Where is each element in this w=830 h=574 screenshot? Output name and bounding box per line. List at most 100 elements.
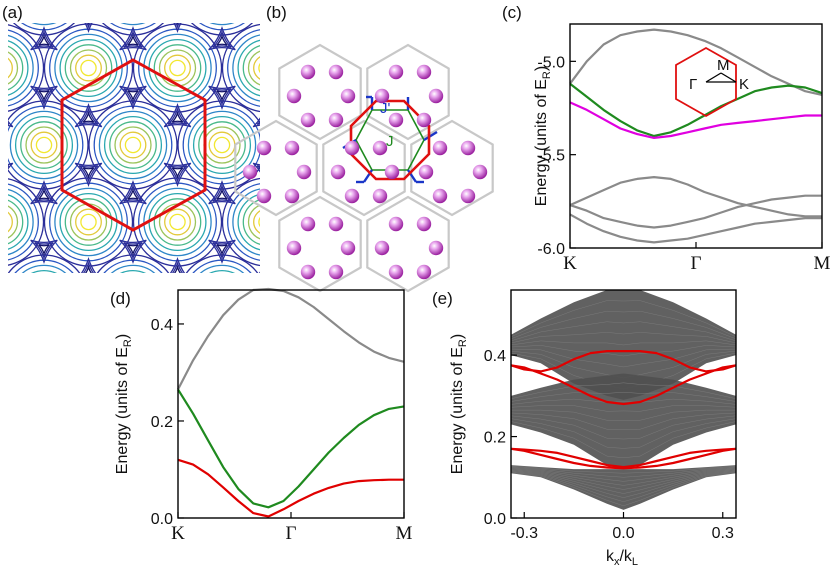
contour-ring — [8, 205, 19, 239]
bulk-band-line — [510, 421, 737, 458]
bulk-band-line — [510, 405, 737, 412]
x-tick-label: -0.3 — [510, 525, 538, 542]
panel-e-y-axis-label: Energy (units of ER) — [449, 334, 469, 474]
atom — [416, 64, 432, 80]
contour-minimum-loop — [302, 89, 321, 104]
atom — [300, 64, 316, 80]
contour-ring — [119, 131, 147, 159]
contour-minimum-loop — [78, 164, 99, 183]
band-line-0 — [569, 28, 823, 96]
contour-minimum-loop — [169, 257, 186, 273]
atom — [388, 216, 404, 232]
contour-ring — [187, 110, 257, 180]
contour-minimum-loop — [261, 168, 272, 177]
contour-ring — [288, 276, 334, 322]
contour-minimum-loop — [346, 166, 365, 181]
contour-minimum-loop — [30, 85, 58, 110]
atom — [460, 140, 476, 156]
y-tick-label: 0.4 — [151, 317, 173, 334]
contour-ring — [227, 29, 260, 107]
contour-ring — [31, 286, 57, 312]
contour-minimum-loop — [342, 317, 369, 339]
contour-ring — [115, 0, 151, 9]
atom — [388, 112, 404, 128]
atom — [374, 88, 390, 104]
contour-ring — [26, 281, 62, 317]
contour-ring — [120, 0, 146, 4]
contour-minimum-loop — [0, 168, 5, 177]
contour-minimum-loop — [350, 14, 361, 23]
bulk-band-line — [510, 398, 737, 405]
contour-ring — [8, 34, 34, 102]
contour-ring — [21, 276, 67, 322]
contour-minimum-loop — [38, 188, 50, 200]
contour-ring — [198, 121, 246, 169]
contour-minimum-loop — [78, 107, 99, 126]
panel-a-contour-plot — [0, 0, 369, 339]
bulk-band-line — [510, 340, 737, 346]
contour-minimum-loop — [212, 87, 232, 106]
unit-cell-hexagon — [322, 119, 406, 217]
bulk-band-line — [510, 469, 737, 494]
atoms — [242, 64, 488, 280]
contour-ring — [232, 34, 260, 102]
contour-minimum-loop — [167, 107, 188, 126]
contour-ring — [8, 188, 34, 256]
inset-label-gamma: Γ — [689, 76, 697, 93]
unit-cell-hexagons — [234, 43, 494, 293]
contour-ring — [209, 269, 235, 273]
brillouin-hexagon-a — [60, 58, 207, 232]
panel-label-d: (d) — [110, 289, 131, 308]
contour-minimum-loop — [83, 322, 94, 331]
panel-e-x-ticks: -0.3 0.0 0.3 — [510, 512, 734, 542]
contour-minimum-loop — [302, 32, 321, 47]
contour-minimum-loop — [127, 34, 139, 46]
contour-minimum-loop — [216, 90, 228, 102]
contour-ring — [227, 183, 260, 261]
contour-ring — [20, 121, 68, 169]
contour-minimum-loop — [119, 26, 147, 51]
inset-hexagon — [675, 46, 737, 118]
atom — [328, 216, 344, 232]
y-tick-label: 0.0 — [151, 511, 173, 528]
panel-d-y-ticks: 0.4 0.2 0.0 — [151, 317, 184, 528]
panel-e-y-ticks: 0.4 0.2 0.0 — [484, 348, 517, 528]
contour-ring — [110, 264, 156, 273]
y-tick-label: 0.4 — [484, 348, 506, 365]
band-line-2 — [510, 447, 737, 469]
band-line-2 — [569, 101, 822, 139]
contour-minimum-loop — [346, 12, 365, 27]
contour-minimum-loop — [82, 111, 95, 123]
x-tick-label: Γ — [286, 523, 297, 544]
bulk-band-line — [510, 300, 737, 338]
band-line-3 — [510, 447, 737, 470]
contour-ring — [283, 271, 340, 328]
contour-minimum-loop — [38, 244, 50, 256]
atom — [300, 216, 316, 232]
contour-minimum-loop — [167, 164, 188, 183]
contour-ring — [214, 291, 229, 306]
contour-ring — [221, 177, 260, 267]
contour-minimum-loop — [0, 320, 9, 335]
atom — [286, 240, 302, 256]
bulk-band-line — [510, 465, 737, 474]
contour-minimum-loop — [34, 87, 54, 106]
atom — [416, 264, 432, 280]
contour-minimum-loop — [74, 162, 103, 187]
panel-e-band-plot: 0.40.20.0 -0.3 0.0 0.3 Energy (units of ER… — [449, 289, 737, 568]
contour-minimum-loop — [163, 103, 192, 128]
contour-minimum-loop — [208, 26, 236, 51]
inset-label-k: K — [739, 76, 749, 93]
contour-minimum-loop — [257, 320, 276, 335]
y-tick-label: 0.0 — [484, 511, 506, 528]
contour-minimum-loop — [123, 87, 143, 106]
x-tick-label: M — [814, 253, 830, 274]
atom — [256, 140, 272, 156]
bond-label-j: J — [386, 133, 394, 150]
contour-minimum-loop — [298, 86, 325, 108]
contour-minimum-loop — [173, 265, 182, 273]
band-line-5 — [569, 213, 822, 244]
contour-minimum-loop — [82, 167, 95, 179]
bulk-band-line — [511, 409, 736, 421]
